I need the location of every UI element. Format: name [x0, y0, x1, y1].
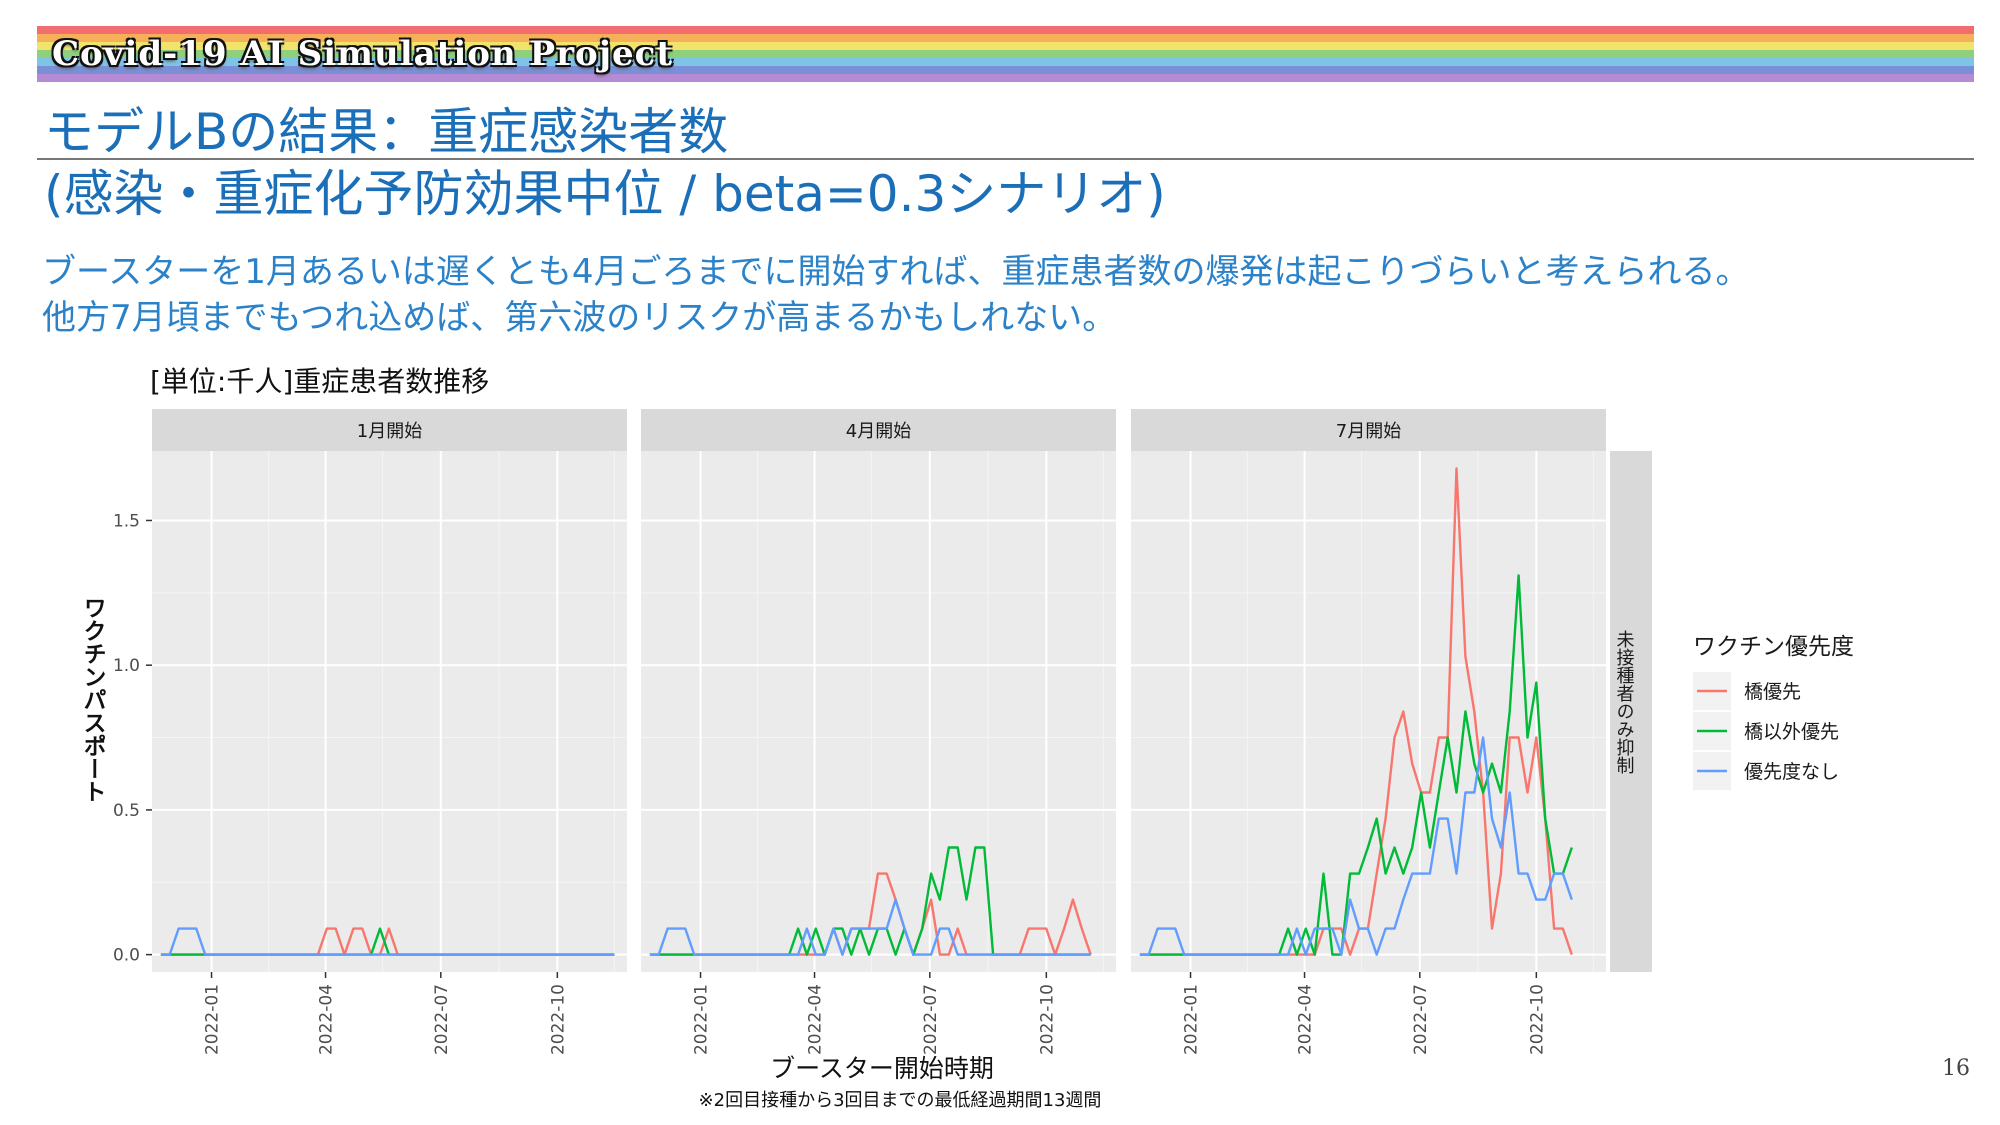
facet-strip	[1131, 409, 1606, 451]
x-tick-label: 2022-01	[1182, 984, 1202, 1055]
x-tick-label: 2022-10	[1037, 984, 1057, 1055]
legend-label: 優先度なし	[1744, 761, 1839, 783]
x-tick-label: 2022-07	[432, 984, 452, 1055]
rainbow-stripe	[37, 34, 1974, 42]
summary-line-2: 他方7月頃までもつれ込めば、第六波のリスクが高まるかもしれない。	[42, 298, 1117, 338]
x-tick-label: 2022-07	[1411, 984, 1431, 1055]
y-tick-label: 0.0	[113, 946, 140, 966]
y-tick-label: 1.0	[113, 656, 140, 676]
summary-line-1: ブースターを1月あるいは遅くとも4月ごろまでに開始すれば、重症患者数の爆発は起こ…	[42, 252, 1750, 292]
rainbow-stripe	[37, 58, 1974, 66]
panel-background	[641, 451, 1116, 972]
facet-strip	[152, 409, 627, 451]
x-tick-label: 2022-04	[1296, 984, 1316, 1055]
slide-subtitle: (感染・重症化予防効果中位 / beta=0.3シナリオ)	[44, 165, 1166, 223]
rainbow-stripe	[37, 66, 1974, 74]
series-line	[649, 898, 1091, 956]
y-tick-label: 0.5	[113, 801, 140, 821]
x-tick-label: 2022-07	[921, 984, 941, 1055]
legend-label: 橋以外優先	[1744, 721, 1839, 743]
page-number: 16	[1942, 1056, 1970, 1081]
facet-strip-label: 4月開始	[846, 421, 911, 442]
footnote: ※2回目接種から3回目までの最低経過期間13週間	[699, 1090, 1102, 1111]
x-tick-label: 2022-01	[203, 984, 223, 1055]
series-line	[649, 846, 1091, 956]
series-line	[1139, 736, 1573, 956]
series-line	[160, 927, 615, 956]
slide-title: モデルBの結果：重症感染者数	[44, 103, 729, 161]
panel-background	[152, 451, 627, 972]
x-tick-label: 2022-04	[806, 984, 826, 1055]
title-divider	[37, 158, 1974, 160]
rainbow-header-bar	[37, 26, 1974, 90]
facet-strip	[641, 409, 1116, 451]
y-axis-title: ワクチンパスポート	[79, 596, 106, 803]
rainbow-stripe	[37, 74, 1974, 82]
rainbow-stripe	[37, 42, 1974, 50]
chart-title: [単位:千人]重症患者数推移	[150, 365, 490, 398]
legend-title: ワクチン優先度	[1693, 634, 1854, 660]
rainbow-stripe	[37, 26, 1974, 34]
legend-label: 橋優先	[1744, 681, 1801, 703]
y-tick-label: 1.5	[113, 511, 140, 531]
row-strip	[1610, 451, 1652, 972]
x-axis-title: ブースター開始時期	[770, 1054, 994, 1083]
x-tick-label: 2022-10	[1527, 984, 1547, 1055]
row-strip-label: 未接種者のみ抑制	[1614, 630, 1635, 774]
x-tick-label: 2022-01	[692, 984, 712, 1055]
rainbow-stripe	[37, 50, 1974, 58]
series-line	[1139, 574, 1573, 956]
x-tick-label: 2022-10	[548, 984, 568, 1055]
series-line	[160, 927, 615, 956]
facet-strip-label: 1月開始	[357, 421, 422, 442]
project-brand: Covid-19 AI Simulation Project	[52, 34, 674, 74]
series-line	[1139, 467, 1573, 956]
facet-strip-label: 7月開始	[1336, 421, 1401, 442]
x-tick-label: 2022-04	[317, 984, 337, 1055]
